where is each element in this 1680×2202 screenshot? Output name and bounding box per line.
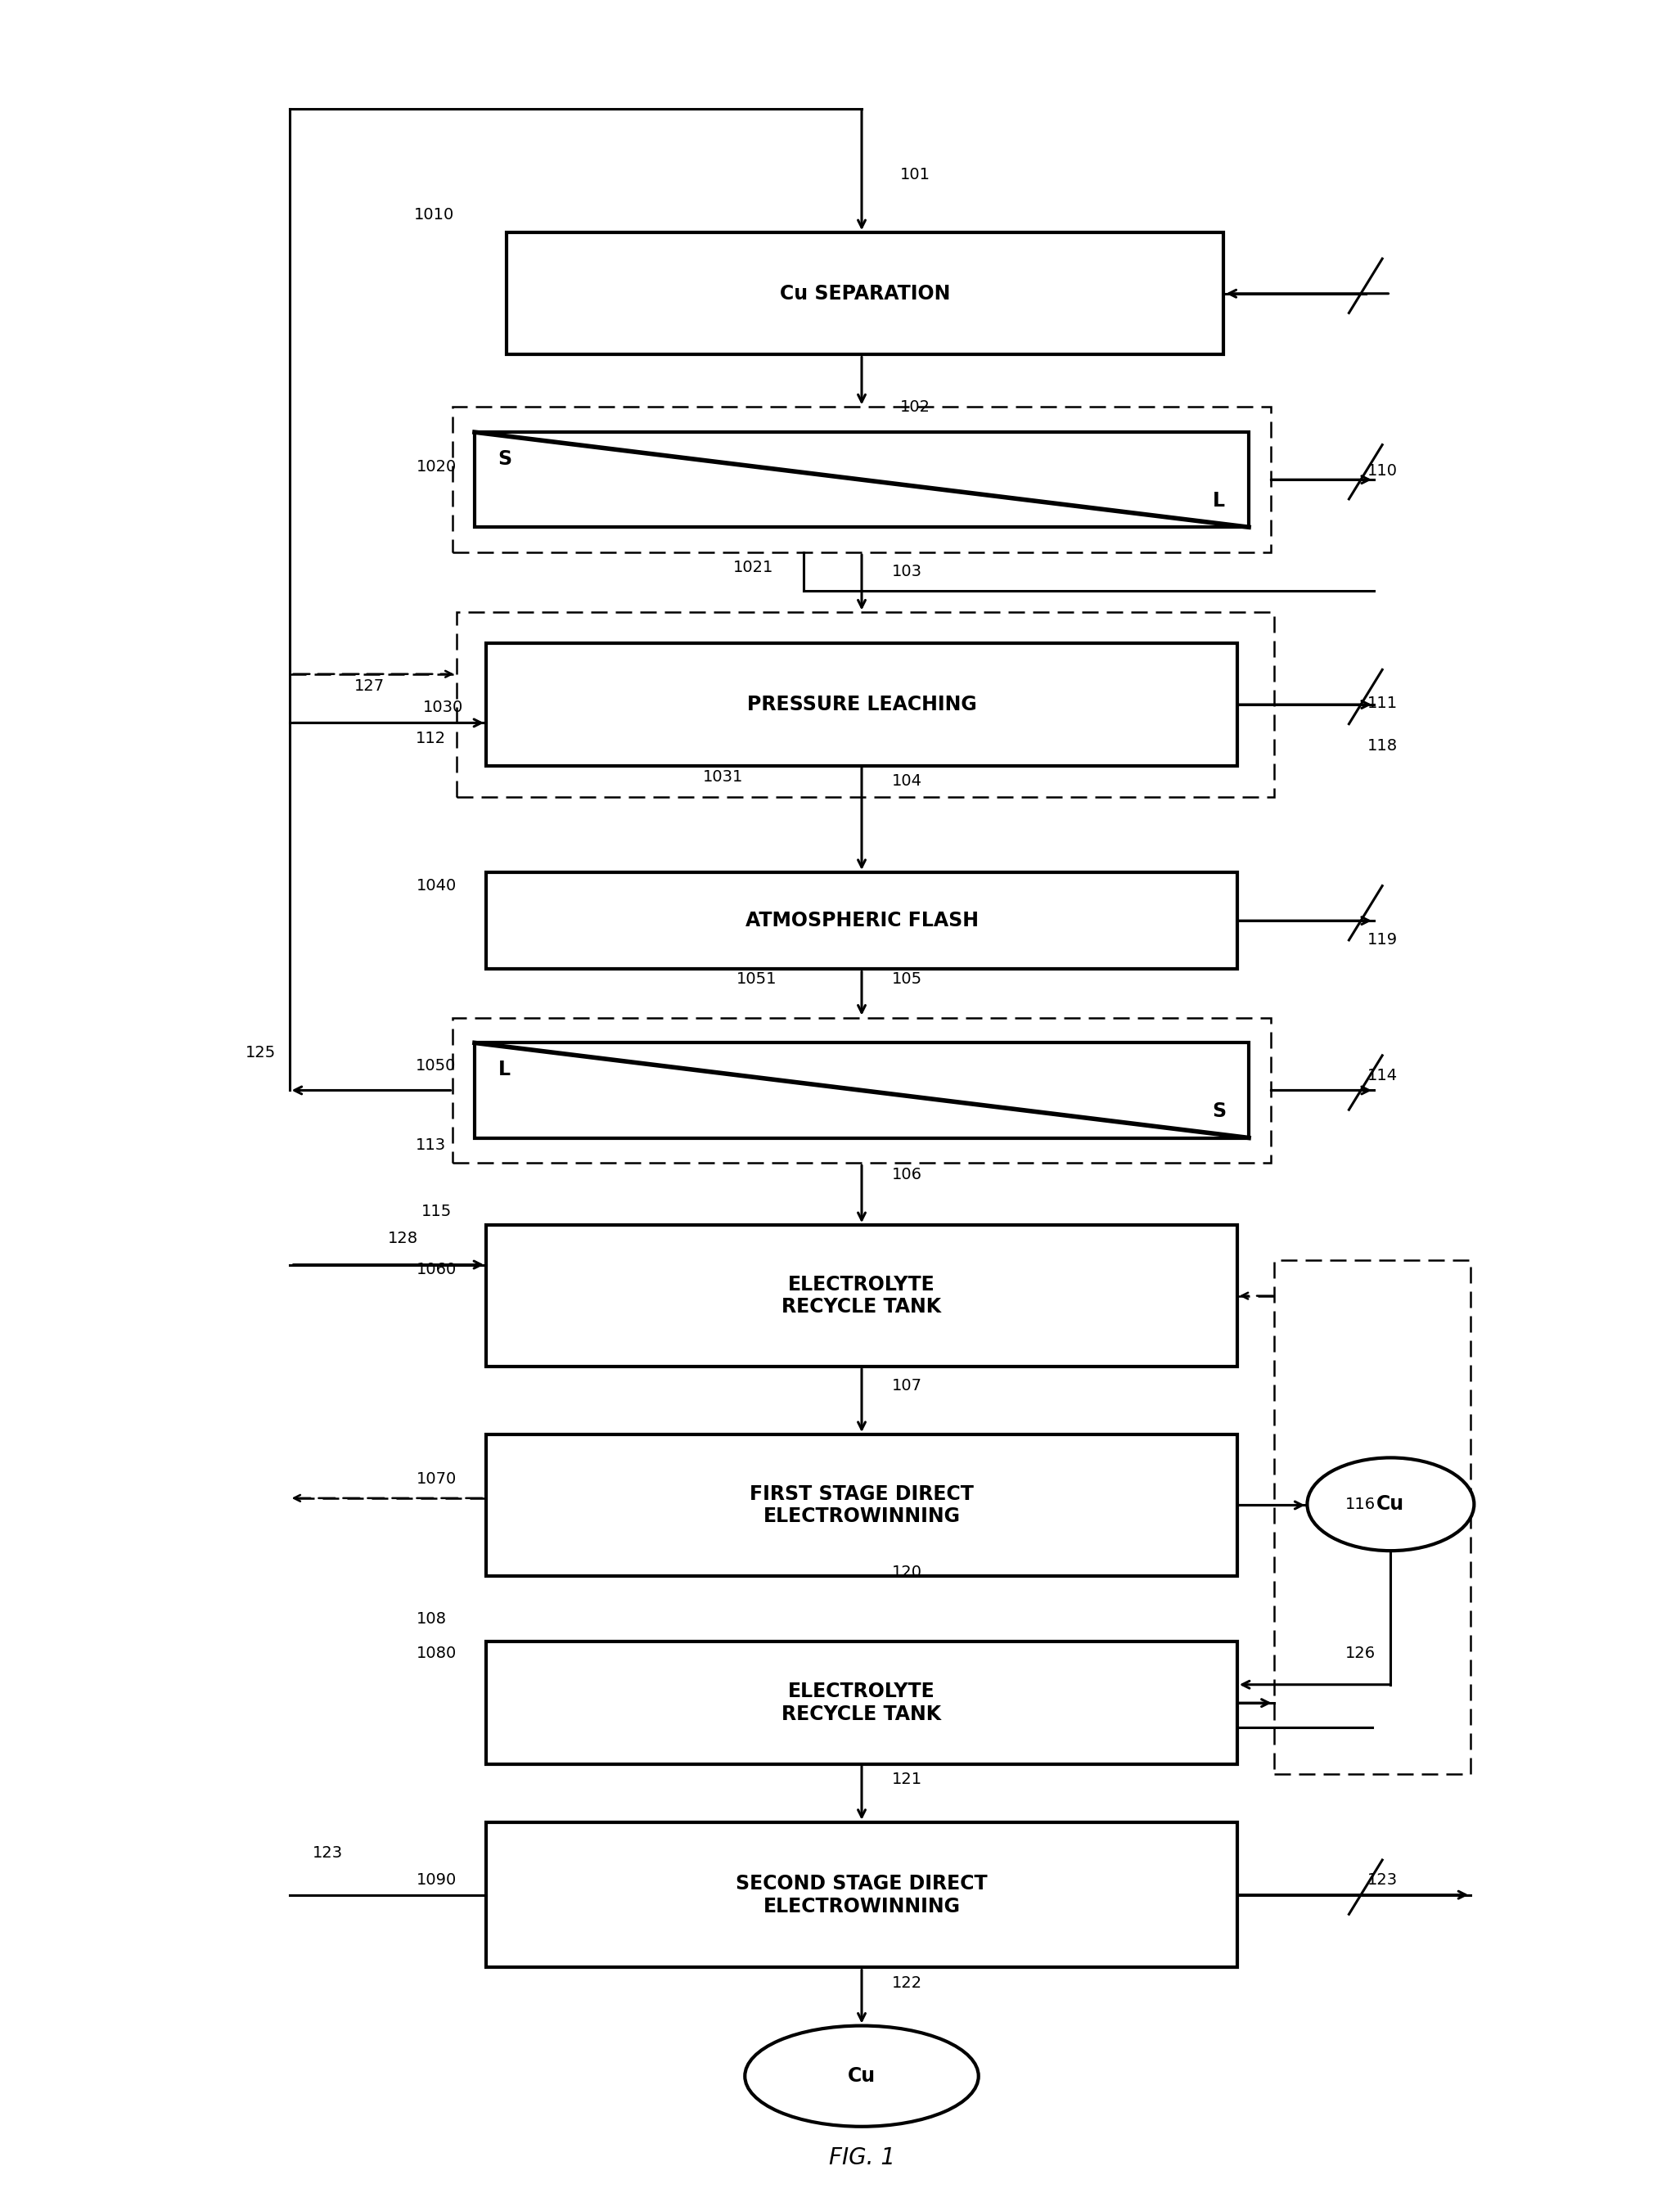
Text: ELECTROLYTE
RECYCLE TANK: ELECTROLYTE RECYCLE TANK xyxy=(781,1275,941,1317)
Text: 108: 108 xyxy=(417,1612,447,1627)
Text: 1090: 1090 xyxy=(417,1872,457,1887)
Bar xyxy=(486,1224,1236,1367)
Text: FIRST STAGE DIRECT
ELECTROWINNING: FIRST STAGE DIRECT ELECTROWINNING xyxy=(749,1484,974,1526)
Text: 115: 115 xyxy=(422,1204,452,1220)
Text: 1040: 1040 xyxy=(417,879,457,894)
Bar xyxy=(454,407,1270,553)
Text: 119: 119 xyxy=(1368,931,1398,947)
Text: 111: 111 xyxy=(1368,696,1398,711)
Text: 127: 127 xyxy=(354,678,385,694)
Bar xyxy=(486,872,1236,969)
Text: 1021: 1021 xyxy=(732,559,773,575)
Text: 116: 116 xyxy=(1346,1497,1376,1513)
Text: S: S xyxy=(497,449,512,469)
Text: S: S xyxy=(1211,1101,1226,1121)
Bar xyxy=(486,1434,1236,1577)
Text: SECOND STAGE DIRECT
ELECTROWINNING: SECOND STAGE DIRECT ELECTROWINNING xyxy=(736,1874,988,1916)
Bar xyxy=(474,432,1248,526)
Text: 123: 123 xyxy=(312,1845,343,1861)
Text: L: L xyxy=(1213,491,1225,511)
Text: 128: 128 xyxy=(388,1231,418,1246)
Text: PRESSURE LEACHING: PRESSURE LEACHING xyxy=(748,696,976,713)
Text: 125: 125 xyxy=(245,1044,276,1061)
Text: 1070: 1070 xyxy=(417,1471,457,1486)
Text: Cu SEPARATION: Cu SEPARATION xyxy=(780,284,951,304)
Text: 105: 105 xyxy=(892,971,922,986)
Bar xyxy=(486,1643,1236,1764)
Bar xyxy=(486,643,1236,766)
Text: 1080: 1080 xyxy=(417,1645,457,1660)
Text: 112: 112 xyxy=(417,731,447,746)
Text: 121: 121 xyxy=(892,1773,922,1788)
Ellipse shape xyxy=(744,2026,978,2127)
Text: 1051: 1051 xyxy=(736,971,776,986)
Text: 102: 102 xyxy=(900,399,931,414)
Bar xyxy=(486,1823,1236,1969)
Text: 1010: 1010 xyxy=(415,207,455,222)
Text: 1020: 1020 xyxy=(417,460,457,476)
Text: Cu: Cu xyxy=(848,2065,875,2085)
Text: FIG. 1: FIG. 1 xyxy=(828,2147,895,2169)
Text: 1060: 1060 xyxy=(417,1262,457,1277)
Text: 114: 114 xyxy=(1368,1068,1398,1083)
Bar xyxy=(1273,1260,1470,1773)
Bar xyxy=(454,1017,1270,1163)
Text: 1031: 1031 xyxy=(702,768,743,786)
Text: 118: 118 xyxy=(1368,738,1398,753)
Text: L: L xyxy=(499,1059,511,1079)
Text: 122: 122 xyxy=(892,1975,922,1991)
Ellipse shape xyxy=(1307,1458,1473,1550)
Text: 106: 106 xyxy=(892,1167,922,1182)
Bar xyxy=(474,1044,1248,1138)
Text: 107: 107 xyxy=(892,1378,922,1394)
Text: 123: 123 xyxy=(1368,1872,1398,1887)
Text: 120: 120 xyxy=(892,1563,922,1579)
Text: ELECTROLYTE
RECYCLE TANK: ELECTROLYTE RECYCLE TANK xyxy=(781,1682,941,1724)
Text: 104: 104 xyxy=(892,773,922,788)
Text: 1030: 1030 xyxy=(423,700,464,716)
Text: 1050: 1050 xyxy=(417,1059,457,1075)
Text: 110: 110 xyxy=(1368,462,1398,478)
Text: Cu: Cu xyxy=(1376,1495,1404,1515)
Text: 113: 113 xyxy=(417,1138,447,1154)
Text: 101: 101 xyxy=(900,167,931,183)
Text: 103: 103 xyxy=(892,564,922,579)
Bar xyxy=(457,612,1273,797)
Text: ATMOSPHERIC FLASH: ATMOSPHERIC FLASH xyxy=(746,912,978,931)
Bar xyxy=(506,233,1223,355)
Text: 126: 126 xyxy=(1346,1645,1376,1660)
